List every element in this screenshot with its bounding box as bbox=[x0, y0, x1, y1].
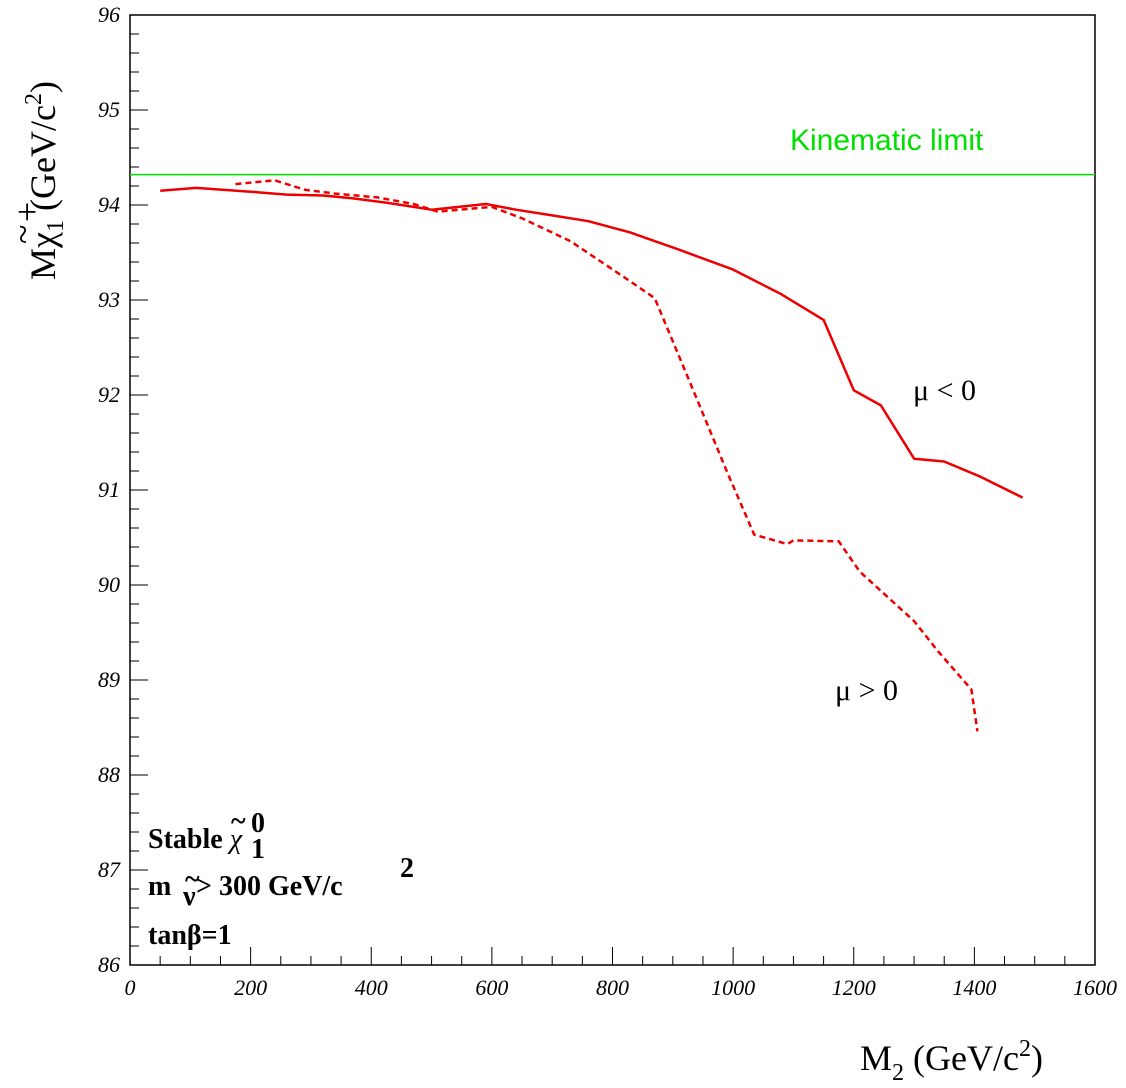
plot-frame bbox=[129, 14, 1096, 966]
x-axis-title-unit: (GeV/c bbox=[904, 1038, 1019, 1078]
x-tick-label: 600 bbox=[475, 975, 508, 1000]
y-axis-title-tilde: ~ bbox=[3, 225, 43, 244]
mu-positive-label: μ > 0 bbox=[835, 674, 898, 707]
series-line-mu-positive bbox=[235, 179, 979, 732]
x-axis-title-unit-close: ) bbox=[1031, 1038, 1043, 1078]
y-axis-title-sup: + bbox=[7, 202, 47, 222]
info-line-1-tilde: ~ bbox=[231, 806, 246, 837]
x-tick-label: 1200 bbox=[832, 975, 876, 1000]
info-line-2-nu-tilde: ~ bbox=[185, 864, 200, 895]
x-axis-title: M2 (GeV/c2) bbox=[860, 1036, 1043, 1086]
y-axis-title-unit-close: ) bbox=[23, 81, 63, 93]
info-line-2: m bbox=[148, 871, 171, 902]
x-tick-label: 200 bbox=[234, 975, 267, 1000]
info-line-1-text: Stable bbox=[148, 824, 230, 855]
info-line-2-nu: ν bbox=[182, 881, 196, 912]
mu-negative-label: μ < 0 bbox=[913, 374, 976, 407]
x-axis-title-main: M bbox=[860, 1038, 892, 1078]
y-axis-title-unit-sup: 2 bbox=[21, 93, 47, 105]
x-tick-label: 1000 bbox=[711, 975, 755, 1000]
x-axis-title-unit-sup: 2 bbox=[1019, 1036, 1031, 1062]
y-tick-label: 86 bbox=[98, 952, 120, 977]
tick-labels: 0 200 400 600 800 1000 1200 1400 1600 86 87 88 89 90 9… bbox=[98, 2, 1117, 1000]
y-tick-label: 94 bbox=[98, 192, 120, 217]
x-tick-label: 0 bbox=[125, 975, 136, 1000]
info-line-1-sup: 0 bbox=[251, 808, 265, 839]
y-tick-label: 90 bbox=[98, 572, 120, 597]
y-axis-title-chi: χ bbox=[23, 232, 63, 249]
y-axis-title: Mχ1 (GeV/c2) ~ + bbox=[3, 81, 69, 280]
y-tick-label: 92 bbox=[98, 382, 120, 407]
y-tick-label: 88 bbox=[98, 762, 120, 787]
y-tick-label: 87 bbox=[98, 857, 121, 882]
y-axis-title-unit: (GeV/c bbox=[23, 105, 63, 220]
y-tick-label: 95 bbox=[98, 97, 120, 122]
y-tick-label: 96 bbox=[98, 2, 120, 27]
axis-ticks bbox=[129, 14, 1096, 966]
info-line-1: Stable χ bbox=[148, 824, 243, 855]
y-tick-label: 91 bbox=[98, 477, 120, 502]
x-tick-label: 1400 bbox=[952, 975, 996, 1000]
y-axis-title-text: Mχ1 (GeV/c2) bbox=[21, 81, 69, 280]
y-tick-label: 89 bbox=[98, 667, 120, 692]
y-axis-title-sub: 1 bbox=[43, 220, 69, 232]
y-tick-label: 93 bbox=[98, 287, 120, 312]
info-line-1-sub: 1 bbox=[251, 834, 265, 865]
x-axis-title-sub: 2 bbox=[892, 1060, 904, 1086]
x-tick-label: 800 bbox=[596, 975, 629, 1000]
x-tick-label: 1600 bbox=[1073, 975, 1117, 1000]
info-line-3: tanβ=1 bbox=[148, 920, 232, 951]
info-line-2-rest: > 300 GeV/c bbox=[196, 871, 343, 902]
info-line-1-chi: χ bbox=[227, 824, 243, 855]
x-tick-label: 400 bbox=[355, 975, 388, 1000]
series-layer bbox=[160, 179, 1024, 732]
y-axis-title-main: M bbox=[23, 248, 63, 280]
series-line-mu-negative bbox=[160, 186, 1024, 499]
kinematic-limit-label: Kinematic limit bbox=[790, 124, 984, 157]
info-line-2-sup: 2 bbox=[400, 853, 414, 884]
info-line-2-m: m bbox=[148, 871, 171, 902]
